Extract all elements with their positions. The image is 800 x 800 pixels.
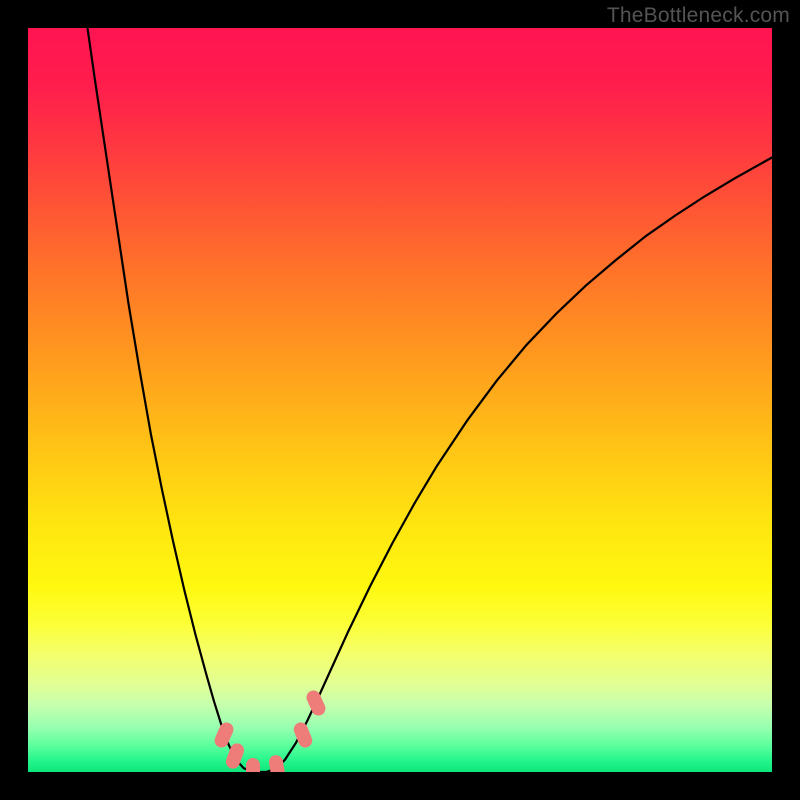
curve-path — [88, 28, 772, 772]
plot-outer-frame: TheBottleneck.com — [0, 0, 800, 800]
bottleneck-curve — [28, 28, 772, 772]
curve-marker — [246, 758, 260, 773]
plot-area — [28, 28, 772, 772]
watermark-text: TheBottleneck.com — [607, 4, 790, 28]
